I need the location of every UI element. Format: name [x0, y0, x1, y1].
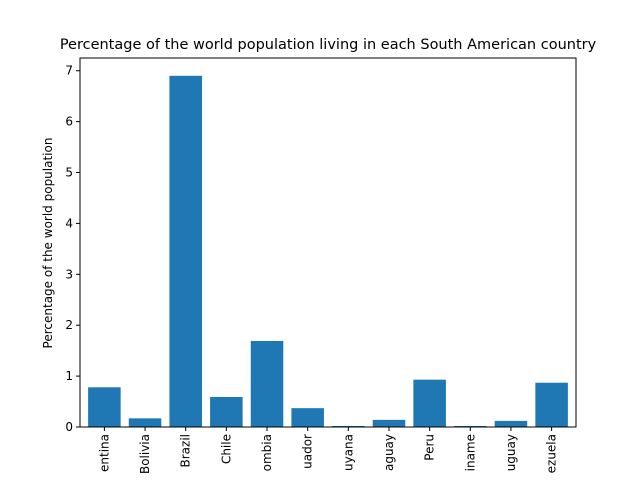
x-tick-label: ezuela — [545, 434, 559, 473]
chart-title: Percentage of the world population livin… — [60, 37, 597, 53]
bar-chile — [210, 396, 243, 427]
x-tick-label: Chile — [219, 434, 233, 464]
bar-paraguay — [372, 419, 406, 427]
y-tick-label: 5 — [65, 166, 73, 180]
bar-venezuela — [535, 382, 568, 427]
x-tick-label: iname — [463, 434, 477, 471]
x-tick-label: Peru — [423, 434, 437, 461]
bar-bolivia — [128, 418, 162, 427]
y-tick-label: 6 — [65, 115, 73, 129]
x-tick-label: entina — [97, 434, 111, 472]
x-tick-label: aguay — [382, 434, 396, 471]
bar-ecuador — [291, 408, 324, 427]
y-tick-label: 2 — [65, 318, 73, 332]
bar-guyana — [332, 425, 365, 427]
y-tick-label: 3 — [65, 267, 73, 281]
y-tick-label: 4 — [65, 216, 73, 230]
bar-uruguay — [494, 420, 528, 427]
y-tick-label: 1 — [65, 369, 73, 383]
y-axis-label: Percentage of the world population — [41, 138, 55, 349]
bar-colombia — [250, 340, 284, 427]
x-tick-label: ombia — [260, 434, 274, 471]
x-tick-label: uador — [301, 434, 315, 469]
y-tick-label: 7 — [65, 64, 73, 78]
bar-peru — [413, 379, 446, 427]
x-axis-ticks: entina Bolivia Brazil Chile ombia uador uyana a… — [97, 427, 559, 474]
bar-suriname — [454, 425, 487, 427]
x-tick-label: uyana — [341, 434, 355, 471]
y-axis-ticks: 0 1 2 3 4 5 6 7 — [65, 64, 80, 434]
bars-group — [88, 75, 568, 428]
x-tick-label: Brazil — [179, 434, 193, 468]
x-tick-label: uguay — [504, 434, 518, 471]
plot-frame — [79, 57, 577, 428]
x-tick-label: Bolivia — [138, 434, 152, 474]
y-tick-label: 0 — [65, 420, 73, 434]
bar-brazil — [169, 75, 202, 428]
bar-argentina — [88, 387, 121, 427]
